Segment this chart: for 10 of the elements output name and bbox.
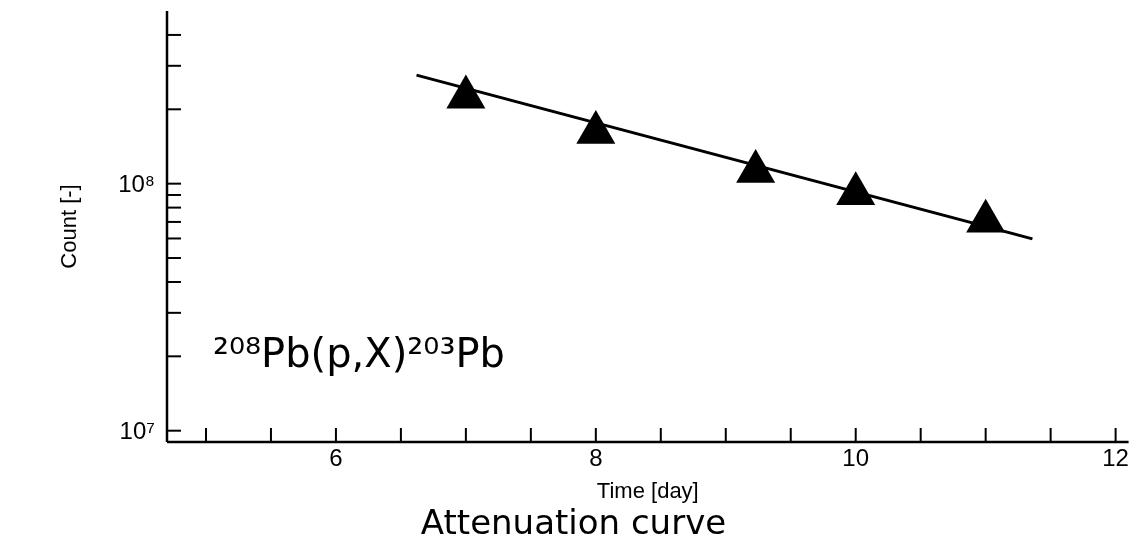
y-tick-label: 10⁸ bbox=[118, 170, 155, 198]
annotation: ²⁰⁸Pb(p,X)²⁰³Pb bbox=[213, 330, 505, 376]
x-tick-label: 12 bbox=[1102, 444, 1129, 471]
x-axis-title: Time [day] bbox=[596, 477, 699, 503]
text: Attenuation curve bbox=[419, 502, 728, 542]
y-tick-label: 10⁷ bbox=[119, 417, 155, 445]
x-tick-label: 10 bbox=[842, 444, 870, 471]
x-tick-label: 6 bbox=[329, 444, 343, 471]
y-axis-title: Count [-] bbox=[55, 184, 81, 269]
x-tick-label: 8 bbox=[589, 444, 603, 471]
